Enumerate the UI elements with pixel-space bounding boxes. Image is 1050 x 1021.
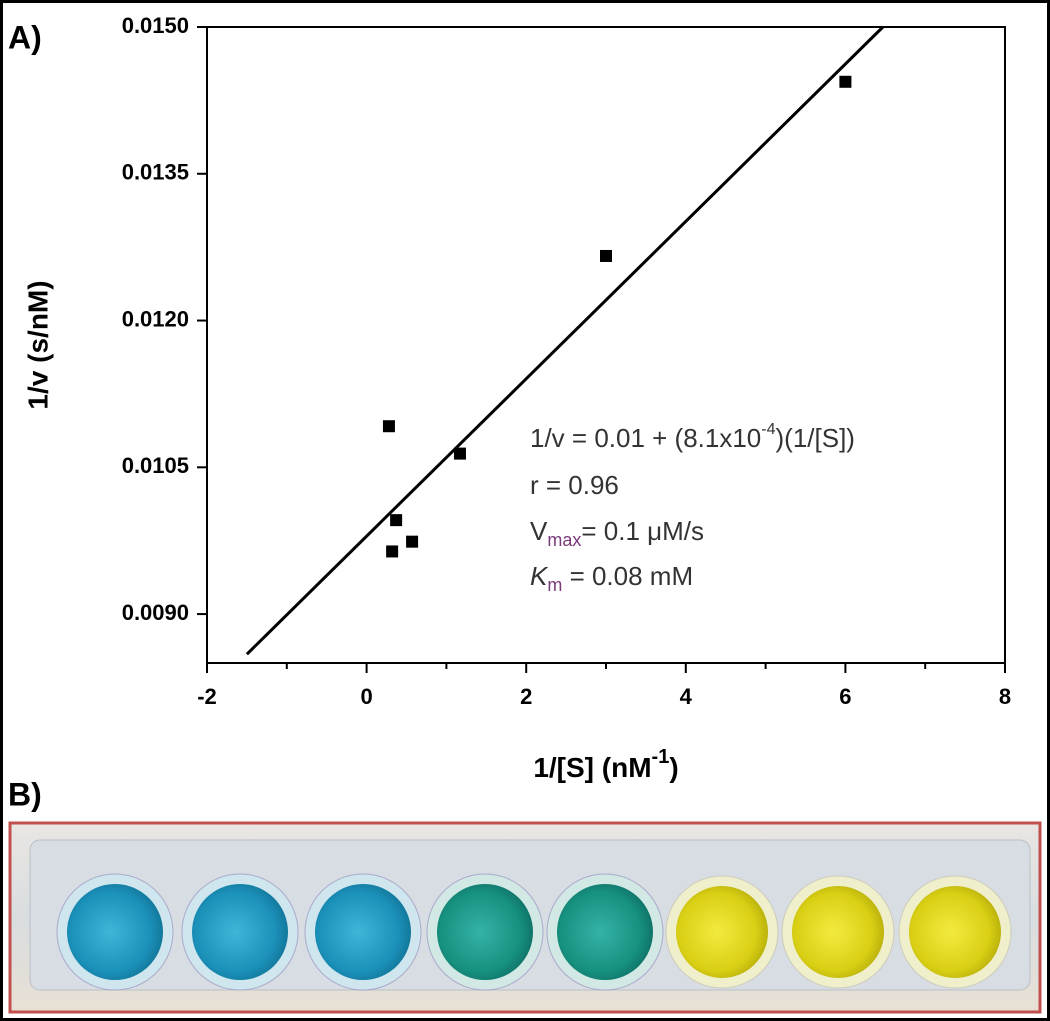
well (67, 884, 163, 980)
data-point (600, 249, 612, 262)
y-tick-label: 0.0105 (122, 453, 189, 478)
label-part: V (530, 516, 548, 546)
y-tick-label: 0.0120 (122, 306, 189, 331)
r-value: r = 0.96 (530, 470, 619, 500)
data-point (382, 420, 395, 433)
data-point (839, 75, 852, 88)
panel-label: B) (8, 776, 42, 812)
label-part: -1 (652, 746, 670, 768)
fit-line (245, 25, 884, 656)
y-tick-label: 0.0150 (122, 13, 189, 38)
label-part: K (530, 561, 549, 591)
panel-label: A) (8, 19, 42, 55)
label-part: 1/v = 0.01 + (8.1x10 (530, 423, 761, 453)
data-point (406, 535, 419, 548)
wells (56, 873, 1012, 991)
x-tick-label: 6 (839, 684, 851, 709)
label-part: -4 (761, 421, 775, 438)
label-part: 1/[S] (nM (533, 752, 651, 783)
label-part: m (547, 575, 562, 595)
label-part: = 0.08 mM (562, 561, 693, 591)
data-point (453, 447, 466, 460)
well (792, 886, 884, 978)
equation: 1/v = 0.01 + (8.1x10-4)(1/[S]) (530, 421, 855, 453)
well-plate-photo (8, 821, 1042, 1014)
km: Km = 0.08 mM (530, 561, 693, 595)
well (192, 884, 288, 980)
well (909, 886, 1001, 978)
x-tick-label: -2 (197, 684, 217, 709)
x-axis-label: 1/[S] (nM-1) (533, 746, 678, 783)
label-part: = 0.1 μM/s (581, 516, 704, 546)
well (676, 886, 768, 978)
vmax: Vmax= 0.1 μM/s (530, 516, 704, 550)
well (315, 884, 411, 980)
y-tick-label: 0.0135 (122, 160, 189, 185)
label-part: max (547, 530, 581, 550)
x-tick-label: 8 (999, 684, 1011, 709)
well (557, 884, 653, 980)
x-tick-label: 0 (360, 684, 372, 709)
label-part: ) (669, 752, 678, 783)
y-axis-label: 1/v (s/nM) (22, 280, 53, 409)
label-part: )(1/[S]) (776, 423, 855, 453)
x-tick-label: 2 (520, 684, 532, 709)
x-tick-label: 4 (680, 684, 693, 709)
well (437, 884, 533, 980)
y-tick-label: 0.0090 (122, 600, 189, 625)
data-point (386, 545, 399, 558)
data-point (390, 514, 403, 527)
